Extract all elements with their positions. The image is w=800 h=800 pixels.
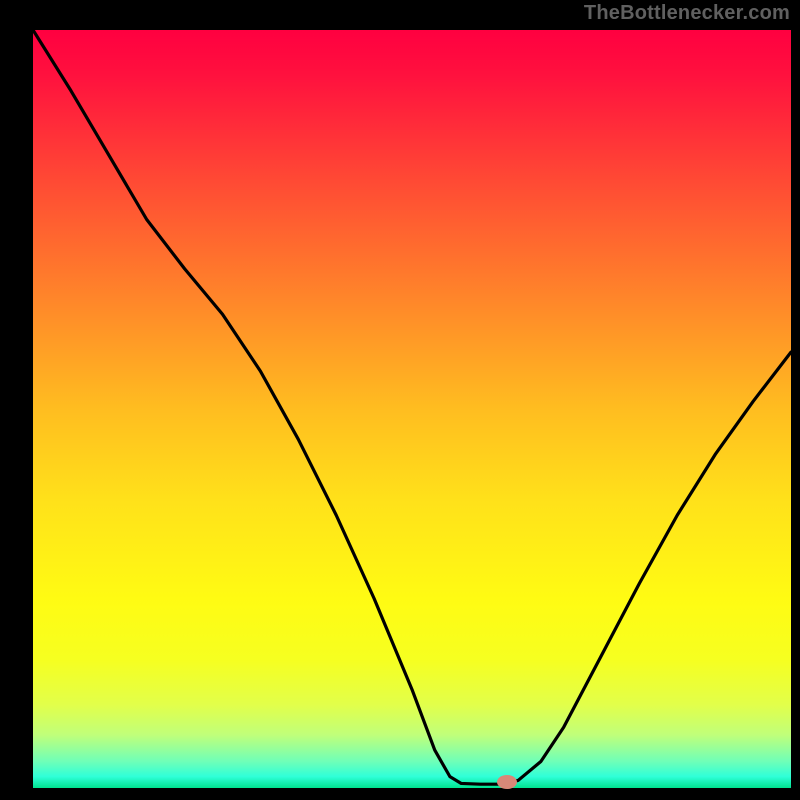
bottleneck-curve [33, 30, 791, 784]
chart-root: TheBottlenecker.com [0, 0, 800, 800]
lowpoint-marker [497, 775, 517, 789]
plot-area [33, 30, 791, 788]
curve-layer [33, 30, 791, 788]
watermark-text: TheBottlenecker.com [584, 2, 790, 25]
